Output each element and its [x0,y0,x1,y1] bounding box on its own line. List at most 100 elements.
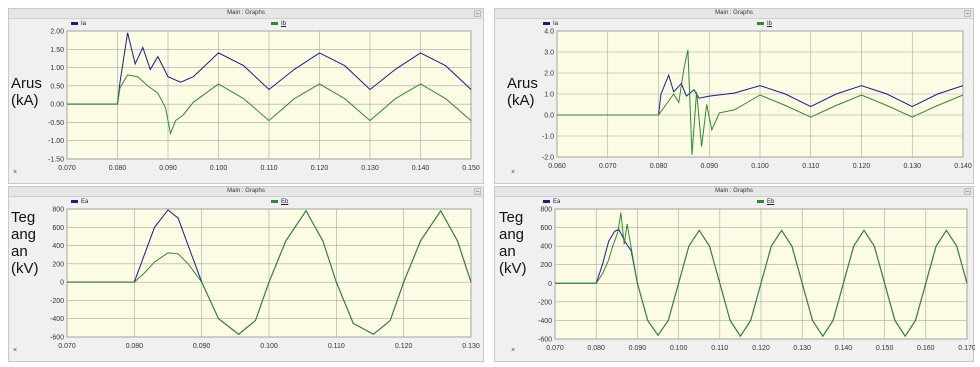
y-tick-label: -200 [538,299,552,306]
y-axis-label: Arus (kA) [507,75,538,109]
x-tick-label: 0.100 [670,345,688,352]
x-axis-marker: × [13,169,18,176]
x-tick-label: 0.140 [835,345,853,352]
chart-plot: 0.070 0.080 0.090 0.100 0.110 0.120 0.130 800 60… [50,207,480,351]
y-tick-label: 400 [52,243,64,250]
legend-swatch-eb [271,200,278,203]
legend-label-ia: Ia [81,21,87,27]
y-tick-label: -1.50 [48,157,64,164]
y-tick-label: 0.0 [544,113,554,120]
x-tick-label: 0.100 [210,165,228,172]
y-tick-label: 200 [52,261,64,268]
y-tick-label: 800 [540,207,552,214]
x-tick-label: 0.130 [903,163,921,170]
y-axis-label: Teg ang an (kV) [499,209,527,277]
y-tick-label: -1.0 [542,134,554,141]
y-tick-label: 600 [52,225,64,232]
chart-plot: 0.070 0.080 0.090 0.100 0.110 0.120 0.130 0.140… [48,29,480,173]
y-tick-label: 3.0 [544,50,554,57]
series-line-ib [557,49,964,155]
legend-label-eb: Eb [281,199,289,205]
y-tick-label: -2.0 [542,155,554,162]
x-tick-label: 0.070 [58,165,76,172]
chart-plot: 0.070 0.080 0.090 0.100 0.110 0.120 0.130 0.140… [538,207,975,353]
y-tick-label: 0.50 [50,83,64,90]
x-tick-label: 0.120 [311,165,329,172]
x-tick-label: 0.070 [58,343,76,350]
minimize-button[interactable]: – [964,10,971,17]
y-tick-label: 200 [540,262,552,269]
legend-label-ia: Ia [553,21,559,27]
graph-panel-ea-eb-left: Main : Graphs – Ea Eb Teg ang an (kV) × … [8,186,484,362]
minimize-button[interactable]: – [964,188,971,195]
x-tick-label: 0.070 [599,163,617,170]
panel-title: Main : Graphs [9,9,483,19]
y-tick-label: 0.00 [50,102,64,109]
series-line-ia [557,73,964,116]
legend-swatch-ea [71,200,78,203]
minimize-button[interactable]: – [474,10,481,17]
x-tick-label: 0.080 [126,343,144,350]
x-axis-marker: × [511,347,516,354]
y-tick-label: 2.00 [50,29,64,36]
y-tick-label: -200 [50,298,64,305]
x-tick-label: 0.070 [546,345,564,352]
graph-panel-ea-eb-right: Main : Graphs – Ea Eb Teg ang an (kV) × … [494,186,975,362]
x-tick-label: 0.080 [109,165,127,172]
x-tick-label: 0.100 [260,343,278,350]
legend-label-ea: Ea [553,199,561,205]
y-tick-label: 400 [540,244,552,251]
graph-panel-ia-ib-right: Main : Graphs – Ia Ib Arus (kA) × 0.060 0… [494,8,974,184]
x-tick-label: 0.110 [261,165,278,172]
x-tick-label: 0.080 [587,345,605,352]
y-tick-label: 600 [540,225,552,232]
legend-label-eb: Eb [767,199,775,205]
y-axis-label: Teg ang an (kV) [11,209,39,277]
y-tick-label: 0 [548,281,552,288]
x-tick-label: 0.110 [328,343,345,350]
x-axis-marker: × [13,347,18,354]
legend-label-ea: Ea [81,199,89,205]
x-tick-label: 0.120 [853,163,871,170]
series-line-ia [67,32,472,105]
y-tick-label: 4.0 [544,29,554,36]
legend-swatch-ia [71,22,78,25]
series-line-ib [67,74,472,136]
x-tick-label: 0.080 [650,163,668,170]
x-tick-label: 0.160 [917,345,935,352]
x-tick-label: 0.120 [752,345,770,352]
x-tick-label: 0.130 [462,343,480,350]
x-tick-label: 0.090 [700,163,718,170]
x-tick-label: 0.150 [876,345,894,352]
series-line-eb [67,209,472,335]
y-tick-label: 1.00 [50,65,64,72]
legend-label-ib: Ib [281,21,287,27]
legend-swatch-ea [543,200,550,203]
legend-label-ib: Ib [767,21,773,27]
x-tick-label: 0.150 [462,165,480,172]
x-tick-label: 0.100 [751,163,769,170]
y-tick-label: 2.0 [544,71,554,78]
y-tick-label: -600 [50,335,64,342]
chart-plot: 0.060 0.070 0.080 0.090 0.100 0.110 0.120 0.130… [542,29,972,171]
minimize-button[interactable]: – [474,188,481,195]
legend-swatch-eb [757,200,764,203]
x-tick-label: 0.090 [629,345,647,352]
y-tick-label: -0.50 [48,120,64,127]
legend-swatch-ia [543,22,550,25]
x-tick-label: 0.090 [159,165,177,172]
x-tick-label: 0.130 [793,345,811,352]
legend-swatch-ib [271,22,278,25]
x-axis-marker: × [511,169,516,176]
y-tick-label: 1.0 [544,92,554,99]
y-axis-label: Arus (kA) [11,75,42,109]
y-tick-label: 0 [60,280,64,287]
y-tick-label: -600 [538,337,552,344]
legend-swatch-ib [757,22,764,25]
x-tick-label: 0.140 [412,165,430,172]
x-tick-label: 0.130 [361,165,379,172]
panel-title: Main : Graphs [495,187,973,197]
y-tick-label: -400 [50,316,64,323]
y-tick-label: 800 [52,207,64,214]
x-tick-label: 0.060 [548,163,566,170]
